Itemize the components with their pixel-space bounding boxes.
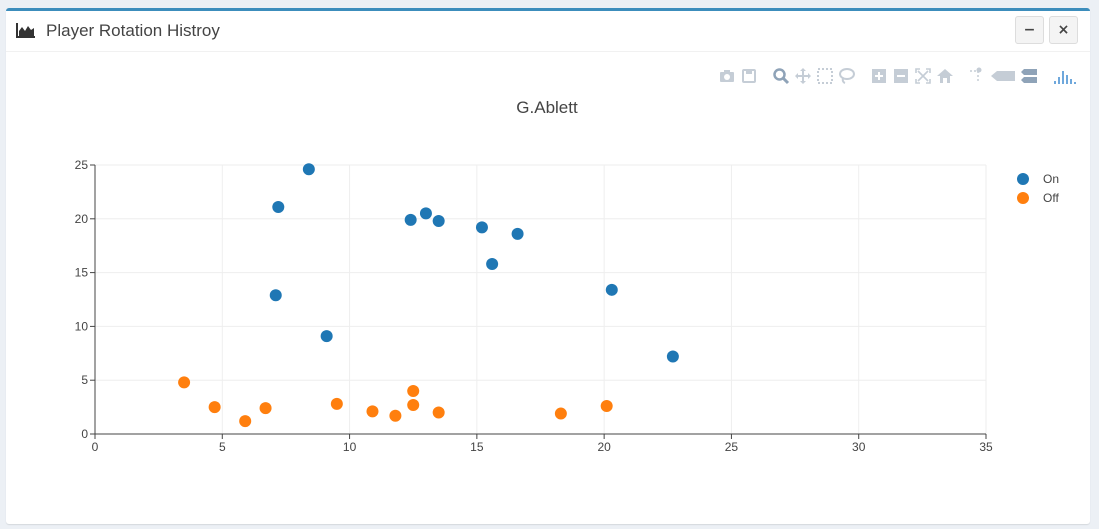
- data-point-on[interactable]: [605, 283, 618, 296]
- zoom-out-icon[interactable]: [892, 67, 910, 85]
- data-point-off[interactable]: [389, 409, 402, 422]
- data-point-on[interactable]: [269, 289, 282, 302]
- legend[interactable]: On Off: [1017, 172, 1059, 205]
- plotly-logo-icon[interactable]: [1052, 67, 1078, 85]
- legend-label-on[interactable]: On: [1043, 172, 1059, 186]
- y-tick-label: 10: [75, 319, 89, 333]
- pan-icon[interactable]: [794, 67, 812, 85]
- x-tick-label: 10: [343, 440, 357, 454]
- y-tick-label: 0: [81, 427, 88, 441]
- zoom-icon[interactable]: [772, 67, 790, 85]
- spike-lines-icon[interactable]: [968, 67, 986, 85]
- x-tick-label: 35: [979, 440, 993, 454]
- chart-title: G.Ablett: [516, 98, 578, 117]
- data-point-off[interactable]: [178, 376, 191, 389]
- area-chart-icon: [16, 23, 35, 38]
- data-point-on[interactable]: [419, 207, 432, 220]
- data-point-on[interactable]: [511, 227, 524, 240]
- data-point-off[interactable]: [208, 401, 221, 414]
- data-point-on[interactable]: [272, 200, 285, 213]
- data-point-off[interactable]: [407, 384, 420, 397]
- data-point-on[interactable]: [475, 221, 488, 234]
- close-button[interactable]: ×: [1049, 16, 1078, 44]
- data-point-off[interactable]: [600, 400, 613, 413]
- data-point-on[interactable]: [486, 257, 499, 270]
- x-tick-label: 15: [470, 440, 484, 454]
- hover-compare-icon[interactable]: [1020, 67, 1038, 85]
- data-point-off[interactable]: [407, 398, 420, 411]
- data-point-on[interactable]: [404, 213, 417, 226]
- hover-closest-icon[interactable]: [990, 67, 1016, 85]
- data-point-off[interactable]: [432, 406, 445, 419]
- plot-modebar: [718, 67, 1078, 85]
- data-point-off[interactable]: [330, 397, 343, 410]
- minimize-button[interactable]: −: [1015, 16, 1044, 44]
- panel-header: Player Rotation Histroy − ×: [6, 11, 1090, 52]
- data-point-off[interactable]: [259, 402, 272, 415]
- y-tick-label: 25: [75, 158, 89, 172]
- grid-lines: [95, 164, 987, 434]
- data-point-off[interactable]: [554, 407, 567, 420]
- save-icon[interactable]: [740, 67, 758, 85]
- data-point-on[interactable]: [666, 350, 679, 363]
- x-tick-label: 20: [597, 440, 611, 454]
- data-point-off[interactable]: [239, 415, 252, 428]
- y-tick-label: 15: [75, 266, 89, 280]
- data-point-on[interactable]: [302, 163, 315, 176]
- box-select-icon[interactable]: [816, 67, 834, 85]
- scatter-chart: G.Ablett 0 5 10 15 20 25 30 35 0 5 10 15 20 25 On Off: [75, 98, 1060, 454]
- lasso-select-icon[interactable]: [838, 67, 856, 85]
- zoom-in-icon[interactable]: [870, 67, 888, 85]
- autoscale-icon[interactable]: [914, 67, 932, 85]
- data-point-on[interactable]: [320, 330, 333, 343]
- data-point-on[interactable]: [432, 214, 445, 227]
- reset-axes-icon[interactable]: [936, 67, 954, 85]
- data-points: [178, 163, 679, 428]
- chart-panel: Player Rotation Histroy − × G.Ablett 0 5 1…: [6, 8, 1090, 524]
- x-tick-label: 25: [725, 440, 739, 454]
- y-tick-label: 20: [75, 212, 89, 226]
- minus-icon: −: [1023, 22, 1036, 38]
- x-tick-label: 30: [852, 440, 866, 454]
- y-tick-label: 5: [81, 373, 88, 387]
- x-tick-label: 0: [92, 440, 99, 454]
- panel-title: Player Rotation Histroy: [46, 21, 220, 40]
- legend-marker-off[interactable]: [1017, 192, 1029, 204]
- legend-label-off[interactable]: Off: [1043, 191, 1059, 205]
- x-tick-label: 5: [219, 440, 226, 454]
- legend-marker-on[interactable]: [1017, 173, 1029, 185]
- data-point-off[interactable]: [366, 405, 379, 418]
- axes: 0 5 10 15 20 25 30 35 0 5 10 15 20 25: [75, 158, 993, 454]
- close-icon: ×: [1057, 22, 1070, 38]
- camera-icon[interactable]: [718, 67, 736, 85]
